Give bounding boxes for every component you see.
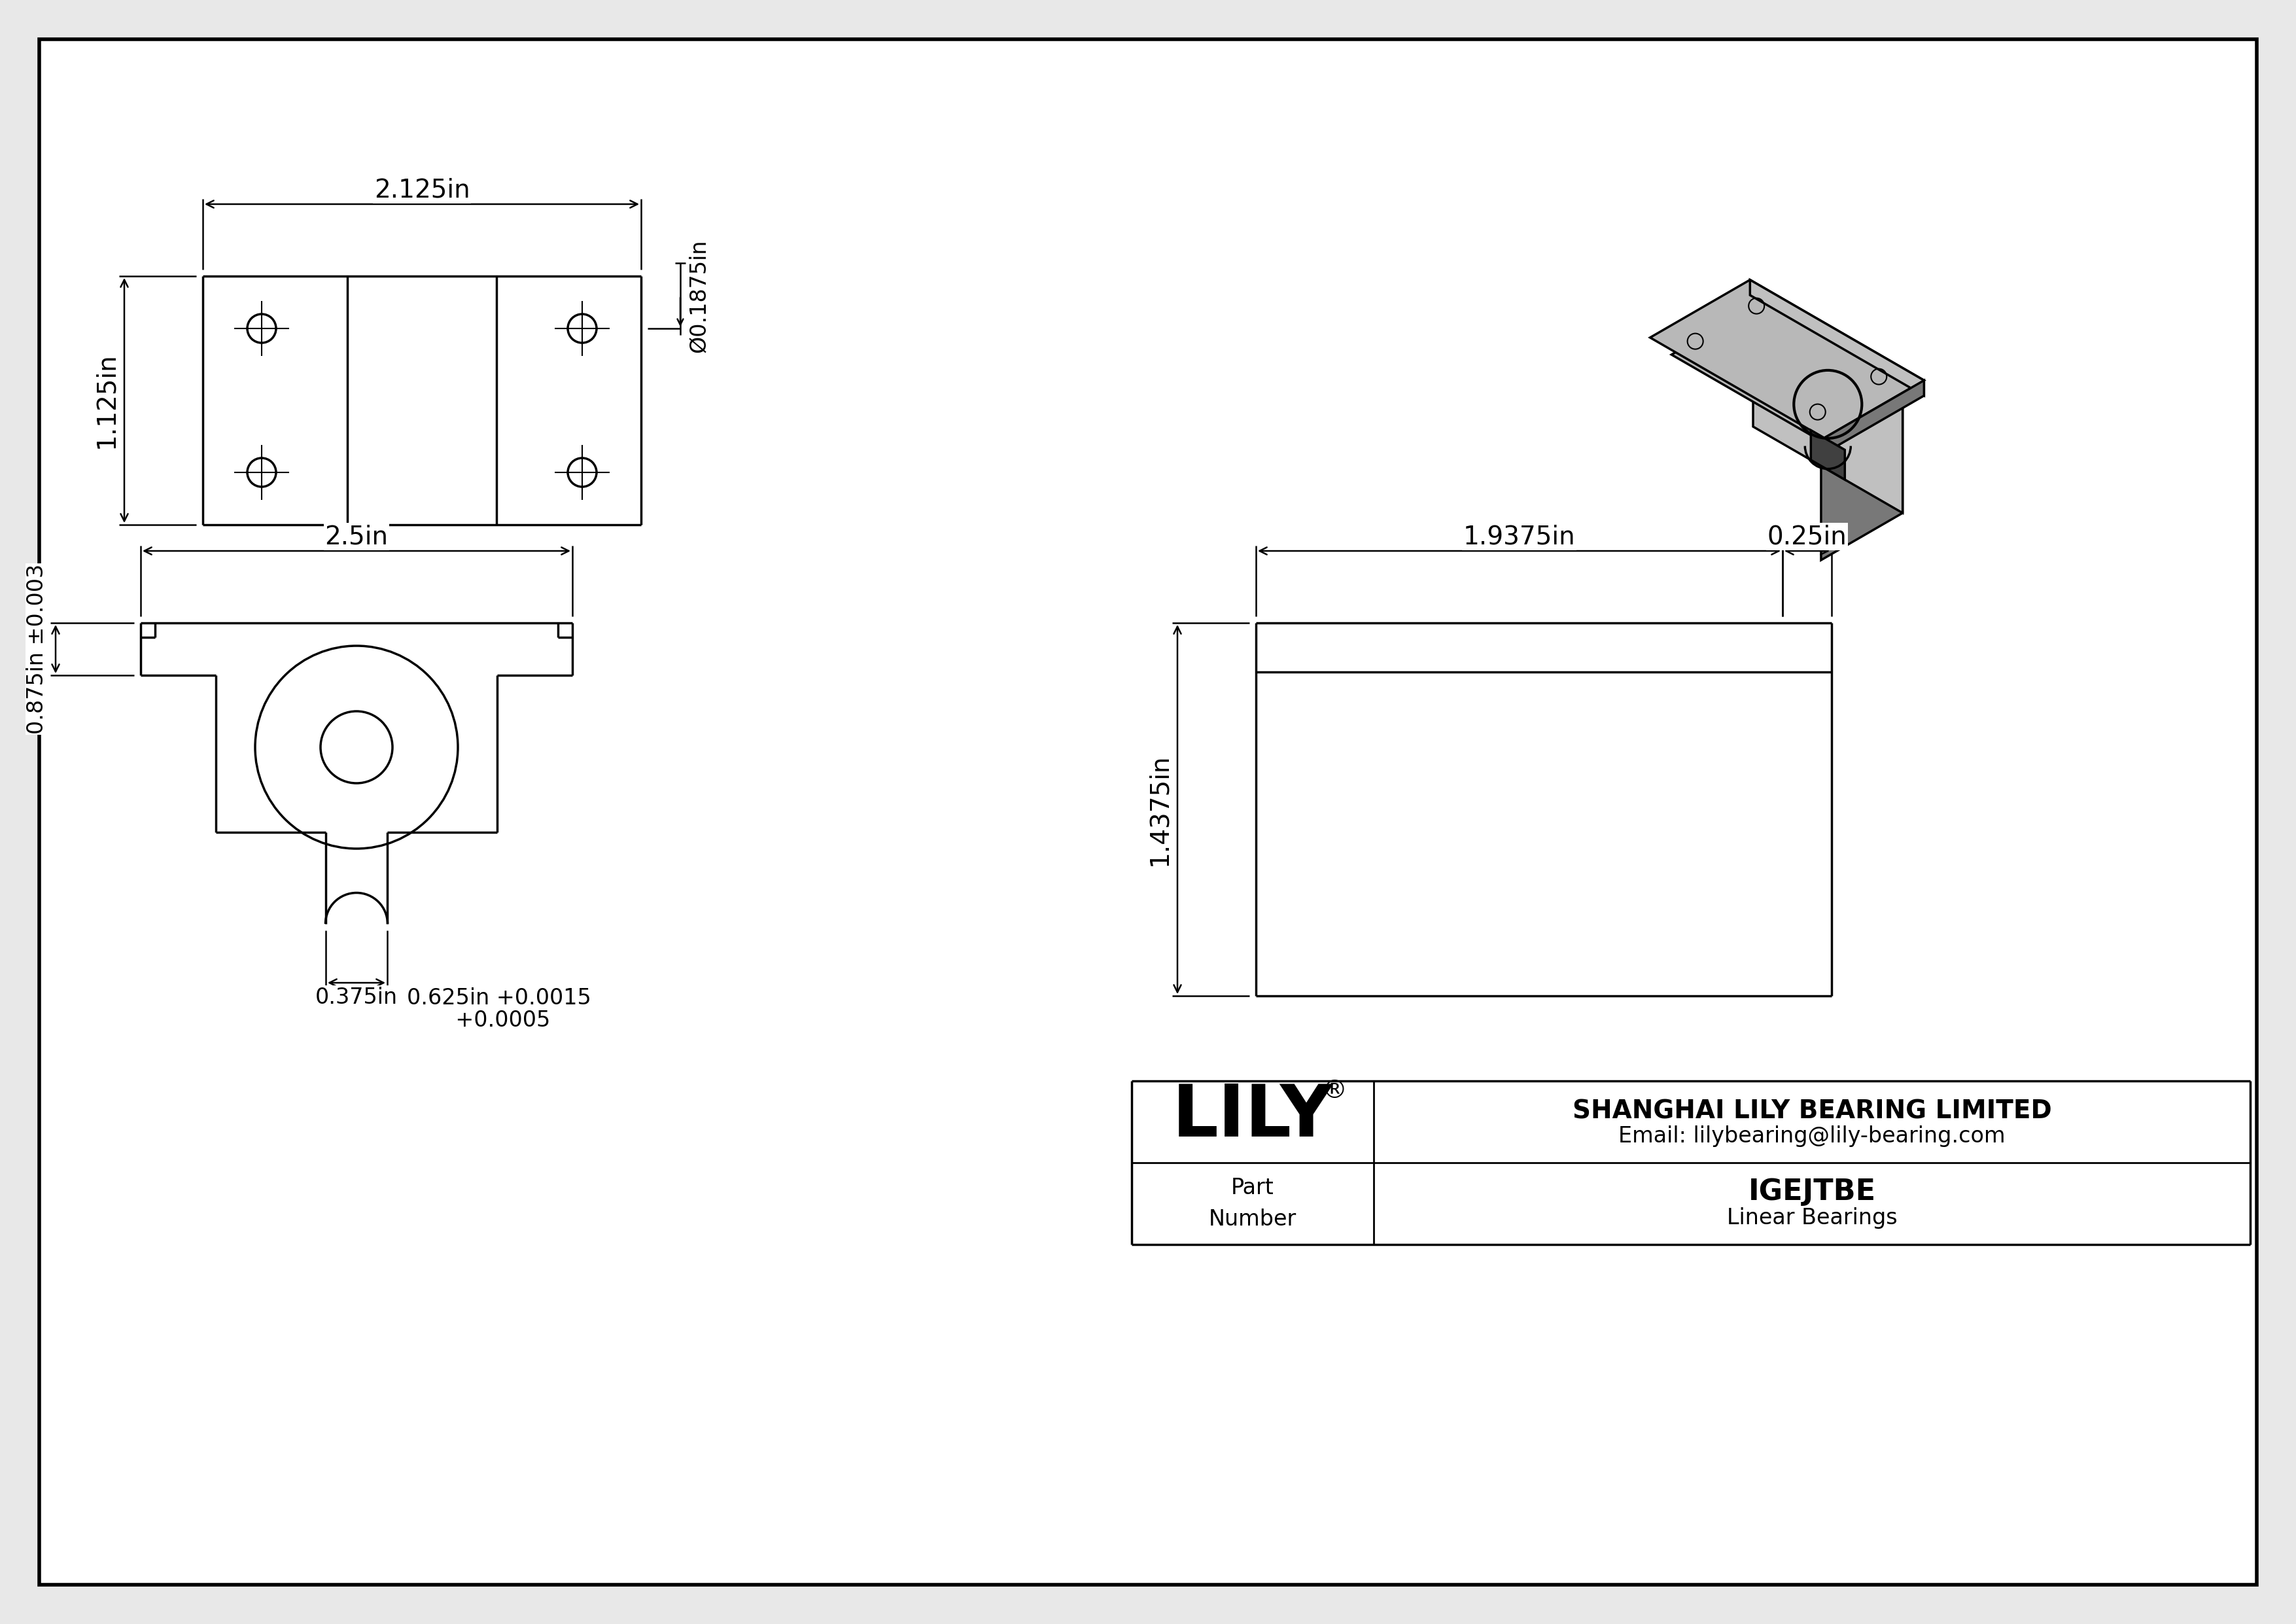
Text: SHANGHAI LILY BEARING LIMITED: SHANGHAI LILY BEARING LIMITED [1573, 1099, 2053, 1124]
Text: 1.9375in: 1.9375in [1463, 525, 1575, 549]
Text: 2.5in: 2.5in [324, 525, 388, 549]
Polygon shape [1821, 395, 1903, 560]
Text: IGEJTBE: IGEJTBE [1747, 1177, 1876, 1207]
Text: Ø0.1875in: Ø0.1875in [689, 239, 709, 352]
Text: 0.25in: 0.25in [1768, 525, 1846, 549]
Text: 0.375in: 0.375in [315, 986, 397, 1009]
Text: Part
Number: Part Number [1208, 1177, 1297, 1231]
Polygon shape [1671, 307, 1903, 442]
Text: 1.125in: 1.125in [94, 352, 119, 448]
Polygon shape [1651, 279, 1924, 438]
Text: Email: lilybearing@lily-bearing.com: Email: lilybearing@lily-bearing.com [1619, 1125, 2004, 1147]
Polygon shape [1750, 279, 1924, 396]
Text: +0.0005: +0.0005 [406, 1010, 551, 1031]
Text: LILY: LILY [1173, 1082, 1334, 1151]
Polygon shape [1812, 430, 1846, 479]
Text: ®: ® [1322, 1078, 1348, 1103]
Text: 2.125in: 2.125in [374, 177, 471, 201]
Polygon shape [1823, 380, 1924, 453]
Text: 1.4375in: 1.4375in [1146, 754, 1171, 866]
Polygon shape [1754, 307, 1903, 513]
Text: 0.875in ±0.003: 0.875in ±0.003 [28, 564, 48, 734]
Text: Linear Bearings: Linear Bearings [1727, 1207, 1896, 1229]
Text: 0.625in +0.0015: 0.625in +0.0015 [406, 987, 590, 1009]
